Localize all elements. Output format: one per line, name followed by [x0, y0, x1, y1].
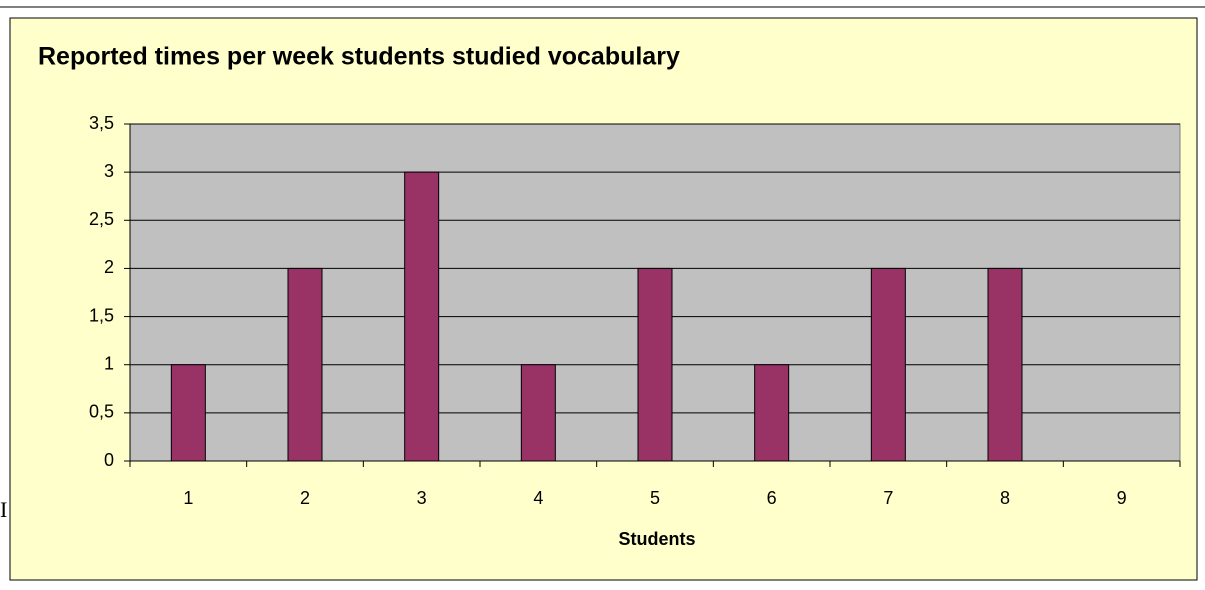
- bar: [870, 267, 906, 462]
- x-tick-label: 7: [883, 488, 893, 508]
- bar: [287, 267, 323, 462]
- x-tick-label: 2: [300, 488, 310, 508]
- y-tick-label: 3: [104, 161, 114, 181]
- x-tick-label: 9: [1117, 488, 1127, 508]
- x-axis-label: Students: [618, 529, 695, 549]
- x-tick-label: 5: [650, 488, 660, 508]
- x-tick-label: 8: [1000, 488, 1010, 508]
- y-tick-label: 1: [104, 353, 114, 373]
- x-tick-label: 3: [417, 488, 427, 508]
- bar: [754, 364, 790, 462]
- bar: [404, 171, 440, 462]
- chart-title: Reported times per week students studied…: [38, 43, 680, 71]
- y-tick-label: 2,5: [89, 209, 114, 229]
- y-tick-label: 1,5: [89, 305, 114, 325]
- x-tick-label: 6: [767, 488, 777, 508]
- y-tick-label: 0: [104, 450, 114, 470]
- document-text: I: [0, 497, 7, 522]
- y-tick-label: 0,5: [89, 402, 114, 422]
- x-tick-label: 1: [183, 488, 193, 508]
- bar: [637, 267, 673, 462]
- y-tick-label: 3,5: [89, 113, 114, 133]
- bar: [520, 364, 556, 462]
- bar: [170, 364, 206, 462]
- bar: [987, 267, 1023, 462]
- x-tick-label: 4: [533, 488, 543, 508]
- y-tick-label: 2: [104, 257, 114, 277]
